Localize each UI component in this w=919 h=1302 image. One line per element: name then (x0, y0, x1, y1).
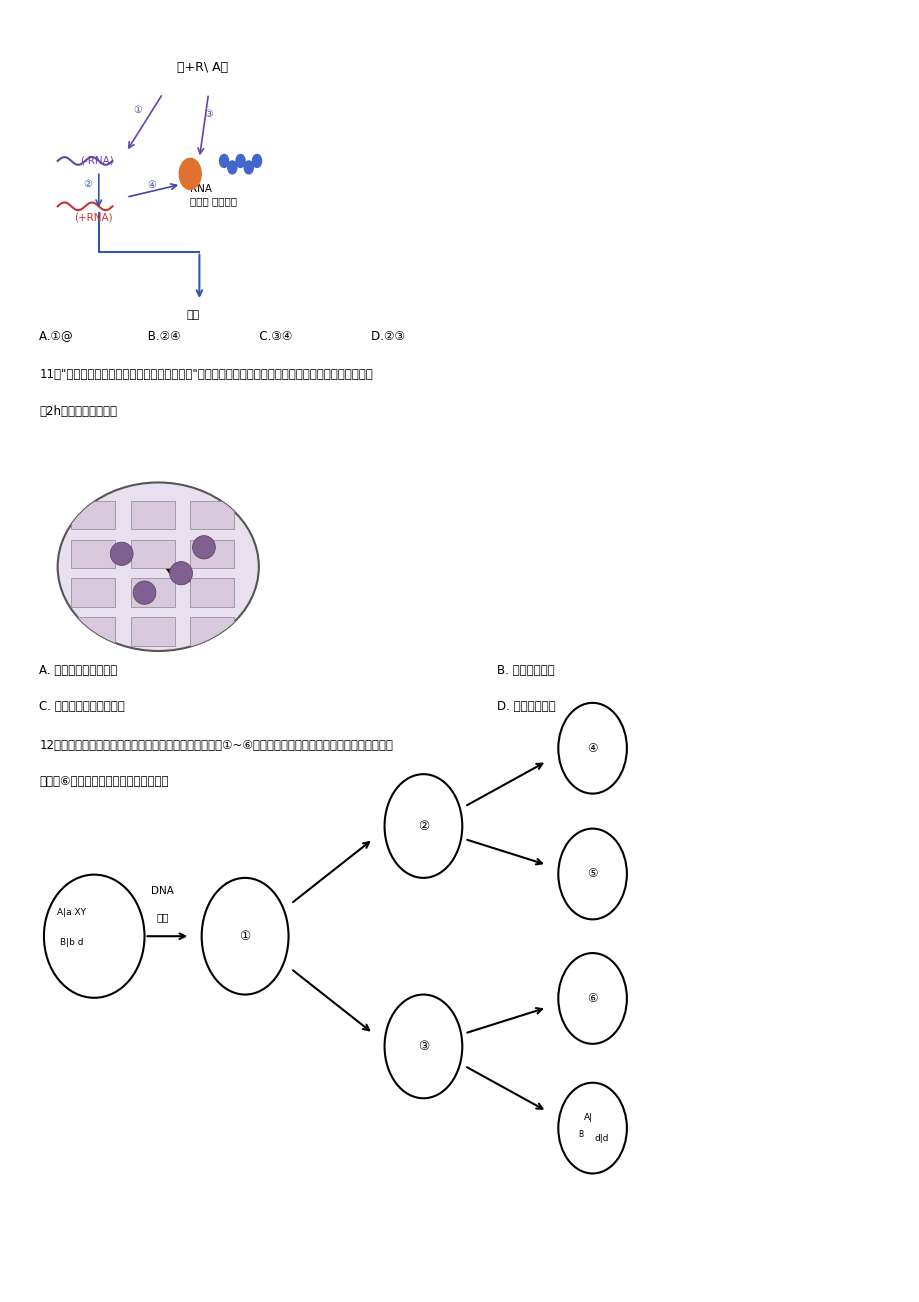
Circle shape (228, 161, 236, 174)
Ellipse shape (192, 535, 215, 559)
Text: B|b d: B|b d (60, 939, 83, 947)
Text: 复制: 复制 (156, 911, 169, 922)
Text: A. 染色体正被拉向两极: A. 染色体正被拉向两极 (40, 664, 118, 677)
Ellipse shape (169, 561, 192, 585)
Text: 则细胞⑥的染色体和基因组成最可能是（: 则细胞⑥的染色体和基因组成最可能是（ (40, 776, 169, 789)
FancyBboxPatch shape (190, 617, 233, 646)
Circle shape (220, 155, 229, 168)
Text: ①: ① (239, 930, 251, 943)
Circle shape (244, 161, 253, 174)
Text: ③: ③ (417, 1040, 428, 1053)
Text: ②: ② (417, 819, 428, 832)
Circle shape (235, 155, 244, 168)
Text: 病毒: 病毒 (187, 310, 199, 320)
Circle shape (179, 159, 201, 190)
Circle shape (252, 155, 261, 168)
Ellipse shape (58, 483, 258, 651)
Text: ①: ① (133, 105, 142, 115)
Text: A.①@                    B.②④                     C.③④                     D.②③: A.①@ B.②④ C.③④ D.②③ (40, 329, 405, 342)
FancyBboxPatch shape (72, 539, 115, 568)
Text: B: B (577, 1130, 583, 1139)
Text: D. 细胞一分为二: D. 细胞一分为二 (496, 700, 554, 713)
Text: A|: A| (583, 1113, 592, 1122)
Text: ④: ④ (147, 180, 156, 190)
FancyBboxPatch shape (72, 500, 115, 529)
Text: 胞2h后，可以观察到（: 胞2h后，可以观察到（ (40, 405, 118, 418)
Ellipse shape (44, 875, 144, 997)
Text: (-RNA): (-RNA) (81, 156, 114, 165)
Text: A|a XY: A|a XY (57, 909, 85, 918)
Text: ⑤: ⑤ (586, 867, 597, 880)
FancyBboxPatch shape (190, 500, 233, 529)
Ellipse shape (558, 828, 626, 919)
FancyBboxPatch shape (130, 539, 175, 568)
Ellipse shape (384, 775, 461, 878)
Ellipse shape (558, 1083, 626, 1173)
Ellipse shape (558, 703, 626, 794)
FancyBboxPatch shape (72, 578, 115, 607)
FancyBboxPatch shape (72, 617, 115, 646)
Text: B. 核仁核膜出现: B. 核仁核膜出现 (496, 664, 553, 677)
Text: 12．某高等动物的一个细胞减数分裂过程如图所示，其中①~⑥表示细胞，基因未发生基因突变和交叉互换，: 12．某高等动物的一个细胞减数分裂过程如图所示，其中①~⑥表示细胞，基因未发生基… (40, 740, 392, 753)
FancyBboxPatch shape (130, 578, 175, 607)
Text: （+R\ A）: （+R\ A） (176, 61, 227, 74)
Ellipse shape (133, 581, 156, 604)
FancyBboxPatch shape (130, 500, 175, 529)
FancyBboxPatch shape (190, 539, 233, 568)
Text: RNA
聚合酶 病毒蛋白: RNA 聚合酶 病毒蛋白 (190, 185, 237, 206)
Ellipse shape (110, 542, 133, 565)
Text: d|d: d|d (594, 1134, 608, 1143)
Text: 11．"制作并观察植物细胞有丝分裂的临时装片"实验中，观察到的一个视野如图所示，仅盯着箭头所示细: 11．"制作并观察植物细胞有丝分裂的临时装片"实验中，观察到的一个视野如图所示，… (40, 368, 373, 381)
FancyBboxPatch shape (130, 617, 175, 646)
Ellipse shape (558, 953, 626, 1044)
Text: ③: ③ (204, 109, 212, 118)
Text: (+RNA): (+RNA) (74, 212, 113, 223)
FancyBboxPatch shape (190, 578, 233, 607)
Ellipse shape (384, 995, 461, 1099)
Text: ⑥: ⑥ (586, 992, 597, 1005)
Text: ④: ④ (586, 742, 597, 755)
Text: DNA: DNA (152, 885, 174, 896)
Text: C. 着丝粒排列在赤道面上: C. 着丝粒排列在赤道面上 (40, 700, 125, 713)
Text: ②: ② (84, 178, 92, 189)
Ellipse shape (201, 878, 289, 995)
